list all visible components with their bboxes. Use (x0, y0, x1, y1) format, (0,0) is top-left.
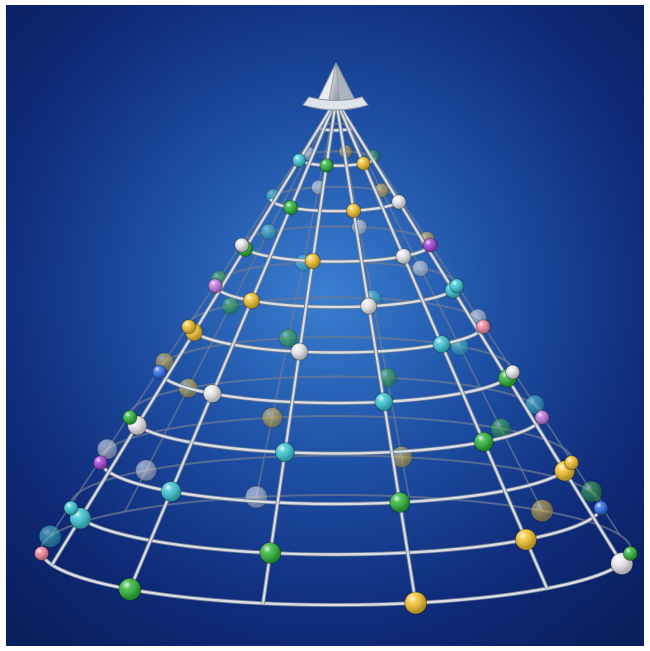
glass-bead (181, 319, 197, 335)
glass-bead (319, 158, 334, 173)
glass-bead (374, 392, 394, 412)
glass-bead (530, 499, 554, 523)
ring-wire-front (39, 549, 633, 607)
glass-bead (580, 480, 603, 503)
glass-bead (449, 278, 465, 294)
glass-bead (261, 407, 283, 429)
ring-wire-front (187, 324, 485, 354)
glass-bead (411, 259, 430, 277)
glass-bead (356, 156, 371, 171)
glass-bead (242, 292, 261, 310)
ring-wire-front (213, 284, 459, 309)
glass-bead (514, 528, 537, 551)
glass-bead (207, 278, 223, 294)
glass-bead (260, 223, 277, 240)
ring-wire-front (69, 504, 603, 556)
rib-wire (334, 99, 417, 604)
glass-bead (391, 194, 407, 210)
ring-wire-front (98, 459, 574, 506)
wire-cone-tree-illustration (6, 5, 644, 646)
glass-bead (395, 248, 412, 265)
glass-bead (34, 545, 50, 561)
glass-bead (593, 500, 609, 516)
glass-bead (505, 364, 521, 380)
glass-bead (422, 237, 438, 253)
rib-wire (128, 99, 338, 590)
glass-bead (244, 485, 268, 509)
glass-bead (291, 153, 307, 168)
glass-bead (234, 237, 250, 253)
glass-bead (345, 203, 362, 219)
glass-bead (92, 455, 108, 471)
glass-bead (63, 500, 79, 516)
front-wires (39, 98, 633, 607)
glass-bead (278, 328, 298, 348)
glass-bead (475, 319, 491, 335)
glass-bead (564, 455, 580, 471)
glass-bead (622, 545, 638, 561)
glass-bead (389, 491, 411, 513)
glass-bead (151, 364, 167, 380)
photo-scene (6, 5, 644, 646)
glass-bead (202, 384, 222, 404)
glass-bead (283, 200, 299, 216)
glass-bead (360, 297, 378, 315)
glass-bead (259, 541, 282, 564)
ring-wire-front (128, 414, 544, 455)
glass-bead (304, 252, 321, 270)
glass-bead (404, 591, 428, 615)
topper-gem-crown (302, 96, 369, 111)
glass-bead (274, 442, 295, 463)
glass-bead (38, 524, 62, 548)
glass-bead (160, 480, 182, 502)
glass-bead (221, 296, 240, 315)
glass-bead (473, 431, 494, 452)
glass-bead (122, 409, 138, 425)
glass-bead (490, 418, 512, 440)
glass-bead (135, 459, 158, 482)
glass-bead (290, 342, 309, 361)
glass-bead (432, 335, 451, 354)
crystal-topper (302, 62, 369, 111)
glass-bead (96, 438, 118, 460)
rib-wire (335, 99, 543, 512)
ring-wire-front (157, 369, 515, 405)
glass-bead (534, 409, 550, 425)
front-beads (34, 153, 638, 615)
glass-bead (118, 577, 142, 601)
